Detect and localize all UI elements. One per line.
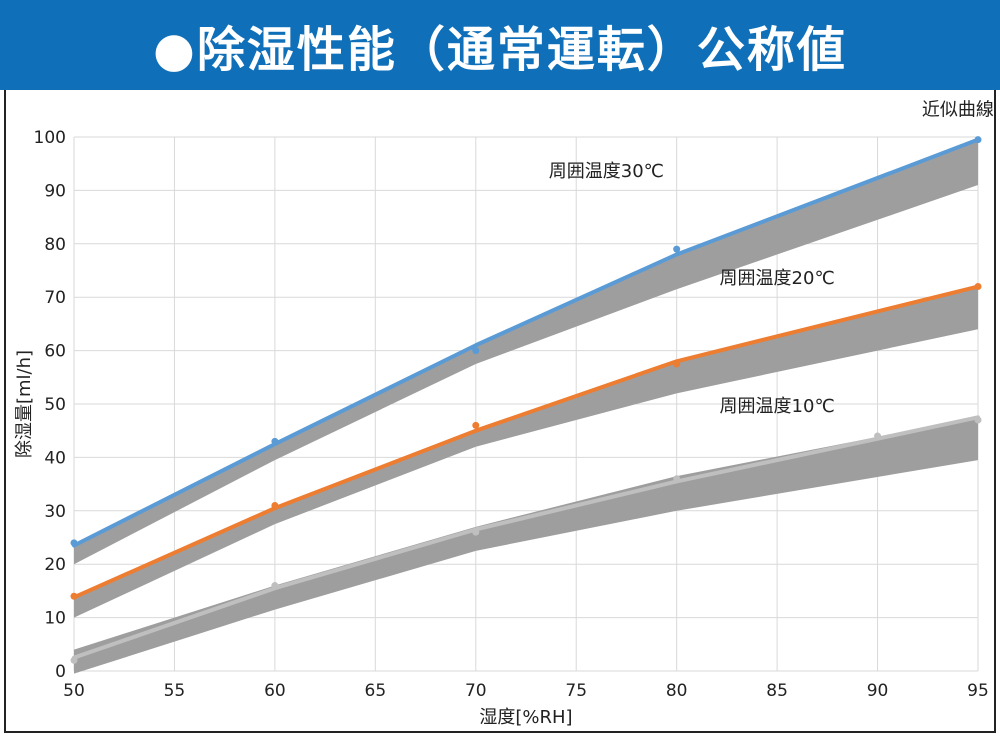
grid-lines: [73, 136, 979, 672]
data-point: [472, 421, 480, 429]
data-point: [271, 437, 279, 445]
y-tick-label: 80: [44, 235, 66, 255]
data-point: [673, 245, 681, 253]
series-band: [74, 139, 978, 565]
confidence-bands: [74, 139, 978, 674]
y-tick-label: 60: [44, 342, 66, 362]
data-point: [974, 136, 982, 144]
data-point: [70, 539, 78, 547]
x-tick-label: 95: [967, 681, 989, 701]
data-point: [874, 432, 882, 440]
x-tick-label: 55: [164, 681, 186, 701]
y-tick-label: 70: [44, 288, 66, 308]
x-tick-label: 75: [565, 681, 587, 701]
data-point: [70, 592, 78, 600]
annotation-label: 周囲温度10℃: [720, 396, 835, 417]
y-tick-label: 30: [44, 502, 66, 522]
x-tick-label: 90: [867, 681, 889, 701]
series-curve: [72, 284, 980, 600]
annotation-label: 周囲温度20℃: [720, 268, 835, 289]
y-tick-labels: 0 10 20 30 40 50 60 70 80 90 100: [34, 128, 66, 682]
x-tick-label: 85: [766, 681, 788, 701]
x-tick-label: 60: [264, 681, 286, 701]
y-tick-label: 40: [44, 448, 66, 468]
data-point: [974, 283, 982, 291]
chart-frame: 0 10 20 30 40 50 60 70 80 90 100 50 55 60 65 70 75 80 85 9…: [4, 90, 996, 733]
x-tick-label: 65: [365, 681, 387, 701]
data-point: [271, 501, 279, 509]
data-point: [673, 475, 681, 483]
series-band: [74, 286, 978, 618]
data-points: [70, 136, 982, 664]
title-banner: ●除湿性能（通常運転）公称値: [0, 0, 1000, 90]
y-tick-label: 10: [44, 609, 66, 629]
y-tick-label: 0: [55, 662, 66, 682]
data-point: [70, 656, 78, 664]
annotation-label: 周囲温度30℃: [549, 161, 664, 182]
data-point: [472, 347, 480, 355]
y-tick-label: 20: [44, 555, 66, 575]
data-point: [472, 528, 480, 536]
y-tick-label: 90: [44, 181, 66, 201]
y-tick-label: 100: [34, 128, 66, 148]
series-curve: [72, 137, 980, 548]
y-tick-label: 50: [44, 395, 66, 415]
x-axis-label: 湿度[%RH]: [479, 707, 572, 728]
y-axis-label: 除湿量[ml/h]: [14, 350, 35, 458]
x-tick-label: 70: [465, 681, 487, 701]
x-tick-label: 50: [63, 681, 85, 701]
series-band: [74, 417, 978, 674]
data-point: [974, 416, 982, 424]
x-tick-labels: 50 55 60 65 70 75 80 85 90 95: [63, 681, 989, 701]
data-point: [673, 360, 681, 368]
dehumidify-chart: 0 10 20 30 40 50 60 70 80 90 100 50 55 60 65 70 75 80 85 9…: [14, 100, 994, 728]
data-point: [271, 582, 279, 590]
chart-title: ●除湿性能（通常運転）公称値: [153, 22, 847, 78]
x-tick-label: 80: [666, 681, 688, 701]
annotation-label: 近似曲線: [922, 100, 994, 121]
